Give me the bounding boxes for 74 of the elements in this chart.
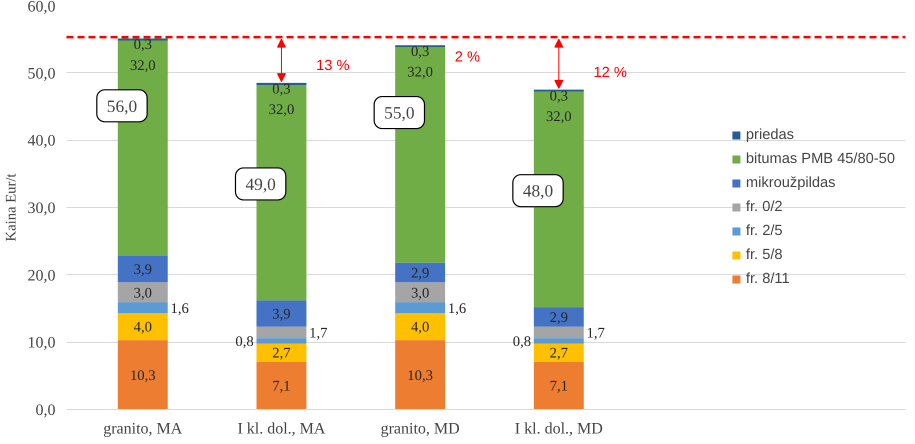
annotation: 13 % xyxy=(316,58,350,74)
data-label: 1,7 xyxy=(309,325,328,342)
legend-label: mikroužpildas xyxy=(746,175,836,191)
bar xyxy=(534,307,584,327)
x-tick-label: granito, MA xyxy=(103,420,183,438)
data-label: 0,3 xyxy=(550,88,568,104)
data-label: 2,9 xyxy=(410,265,430,282)
y-tick-label: 20,0 xyxy=(28,267,56,284)
bar xyxy=(395,262,446,282)
bar xyxy=(118,313,168,340)
data-label: 4,0 xyxy=(410,320,430,336)
y-tick-label: 0,0 xyxy=(36,402,56,419)
x-tick-label: I kl. dol., MD xyxy=(514,420,603,438)
data-label: 10,3 xyxy=(130,368,156,384)
data-label: 32,0 xyxy=(546,108,572,125)
annotation: 12 % xyxy=(593,64,627,81)
data-label: 0,3 xyxy=(410,44,430,60)
legend-label: bitumas PMB 45/80-50 xyxy=(746,151,895,167)
data-label: 3,0 xyxy=(410,285,430,302)
bar xyxy=(395,340,446,410)
data-label: 1,6 xyxy=(448,300,466,317)
data-label: 3,9 xyxy=(272,306,291,323)
data-label: 2,9 xyxy=(550,310,568,326)
y-tick-label: 10,0 xyxy=(28,334,56,352)
data-label: 0,8 xyxy=(235,334,254,350)
data-label: 32,0 xyxy=(130,58,156,74)
bar xyxy=(395,313,446,340)
legend-label: priedas xyxy=(746,127,794,143)
data-label: 1,7 xyxy=(586,325,605,342)
bar xyxy=(256,300,306,327)
legend-label: fr. 0/2 xyxy=(746,199,783,215)
bar xyxy=(256,362,306,410)
x-tick-label: I kl. dol., MA xyxy=(237,420,326,438)
bar xyxy=(395,302,446,314)
bar xyxy=(118,282,168,302)
bar xyxy=(395,282,446,302)
y-tick-label: 30,0 xyxy=(28,200,56,217)
data-label: 0,3 xyxy=(134,37,152,54)
data-label: 10,3 xyxy=(407,368,433,384)
data-label: 7,1 xyxy=(550,378,568,395)
data-label: 32,0 xyxy=(407,64,433,80)
bar xyxy=(256,338,306,344)
data-label: 2,7 xyxy=(550,346,568,362)
bar xyxy=(256,326,306,338)
bar xyxy=(534,338,584,344)
data-label: 3,0 xyxy=(134,285,152,302)
y-tick-label: 60,0 xyxy=(28,0,56,16)
bar xyxy=(118,256,168,282)
legend-label: fr. 2/5 xyxy=(746,223,783,239)
data-label: 0,8 xyxy=(512,334,532,350)
bar xyxy=(256,344,306,362)
data-label: 0,3 xyxy=(272,82,291,98)
y-tick-label: 50,0 xyxy=(28,65,56,82)
annotation: 55,0 xyxy=(384,104,414,123)
data-label: 32,0 xyxy=(268,102,294,118)
annotation: 48,0 xyxy=(522,182,554,201)
data-label: 1,6 xyxy=(170,300,189,317)
data-label: 4,0 xyxy=(134,320,152,336)
annotation: 2 % xyxy=(454,49,480,66)
annotation: 56,0 xyxy=(106,96,138,116)
bar xyxy=(534,326,584,338)
legend-label: fr. 5/8 xyxy=(746,247,783,263)
data-label: 3,9 xyxy=(134,262,152,278)
data-label: 7,1 xyxy=(272,378,291,395)
bar xyxy=(118,340,168,410)
data-label: 2,7 xyxy=(272,346,291,362)
x-tick-label: granito, MD xyxy=(380,420,460,438)
bar xyxy=(534,362,584,410)
bar xyxy=(118,302,168,314)
bar xyxy=(534,344,584,362)
y-axis-title: Kaina Eur/t xyxy=(4,174,20,242)
y-tick-label: 40,0 xyxy=(28,132,56,150)
legend-label: fr. 8/11 xyxy=(746,271,790,287)
annotation: 49,0 xyxy=(245,174,276,194)
